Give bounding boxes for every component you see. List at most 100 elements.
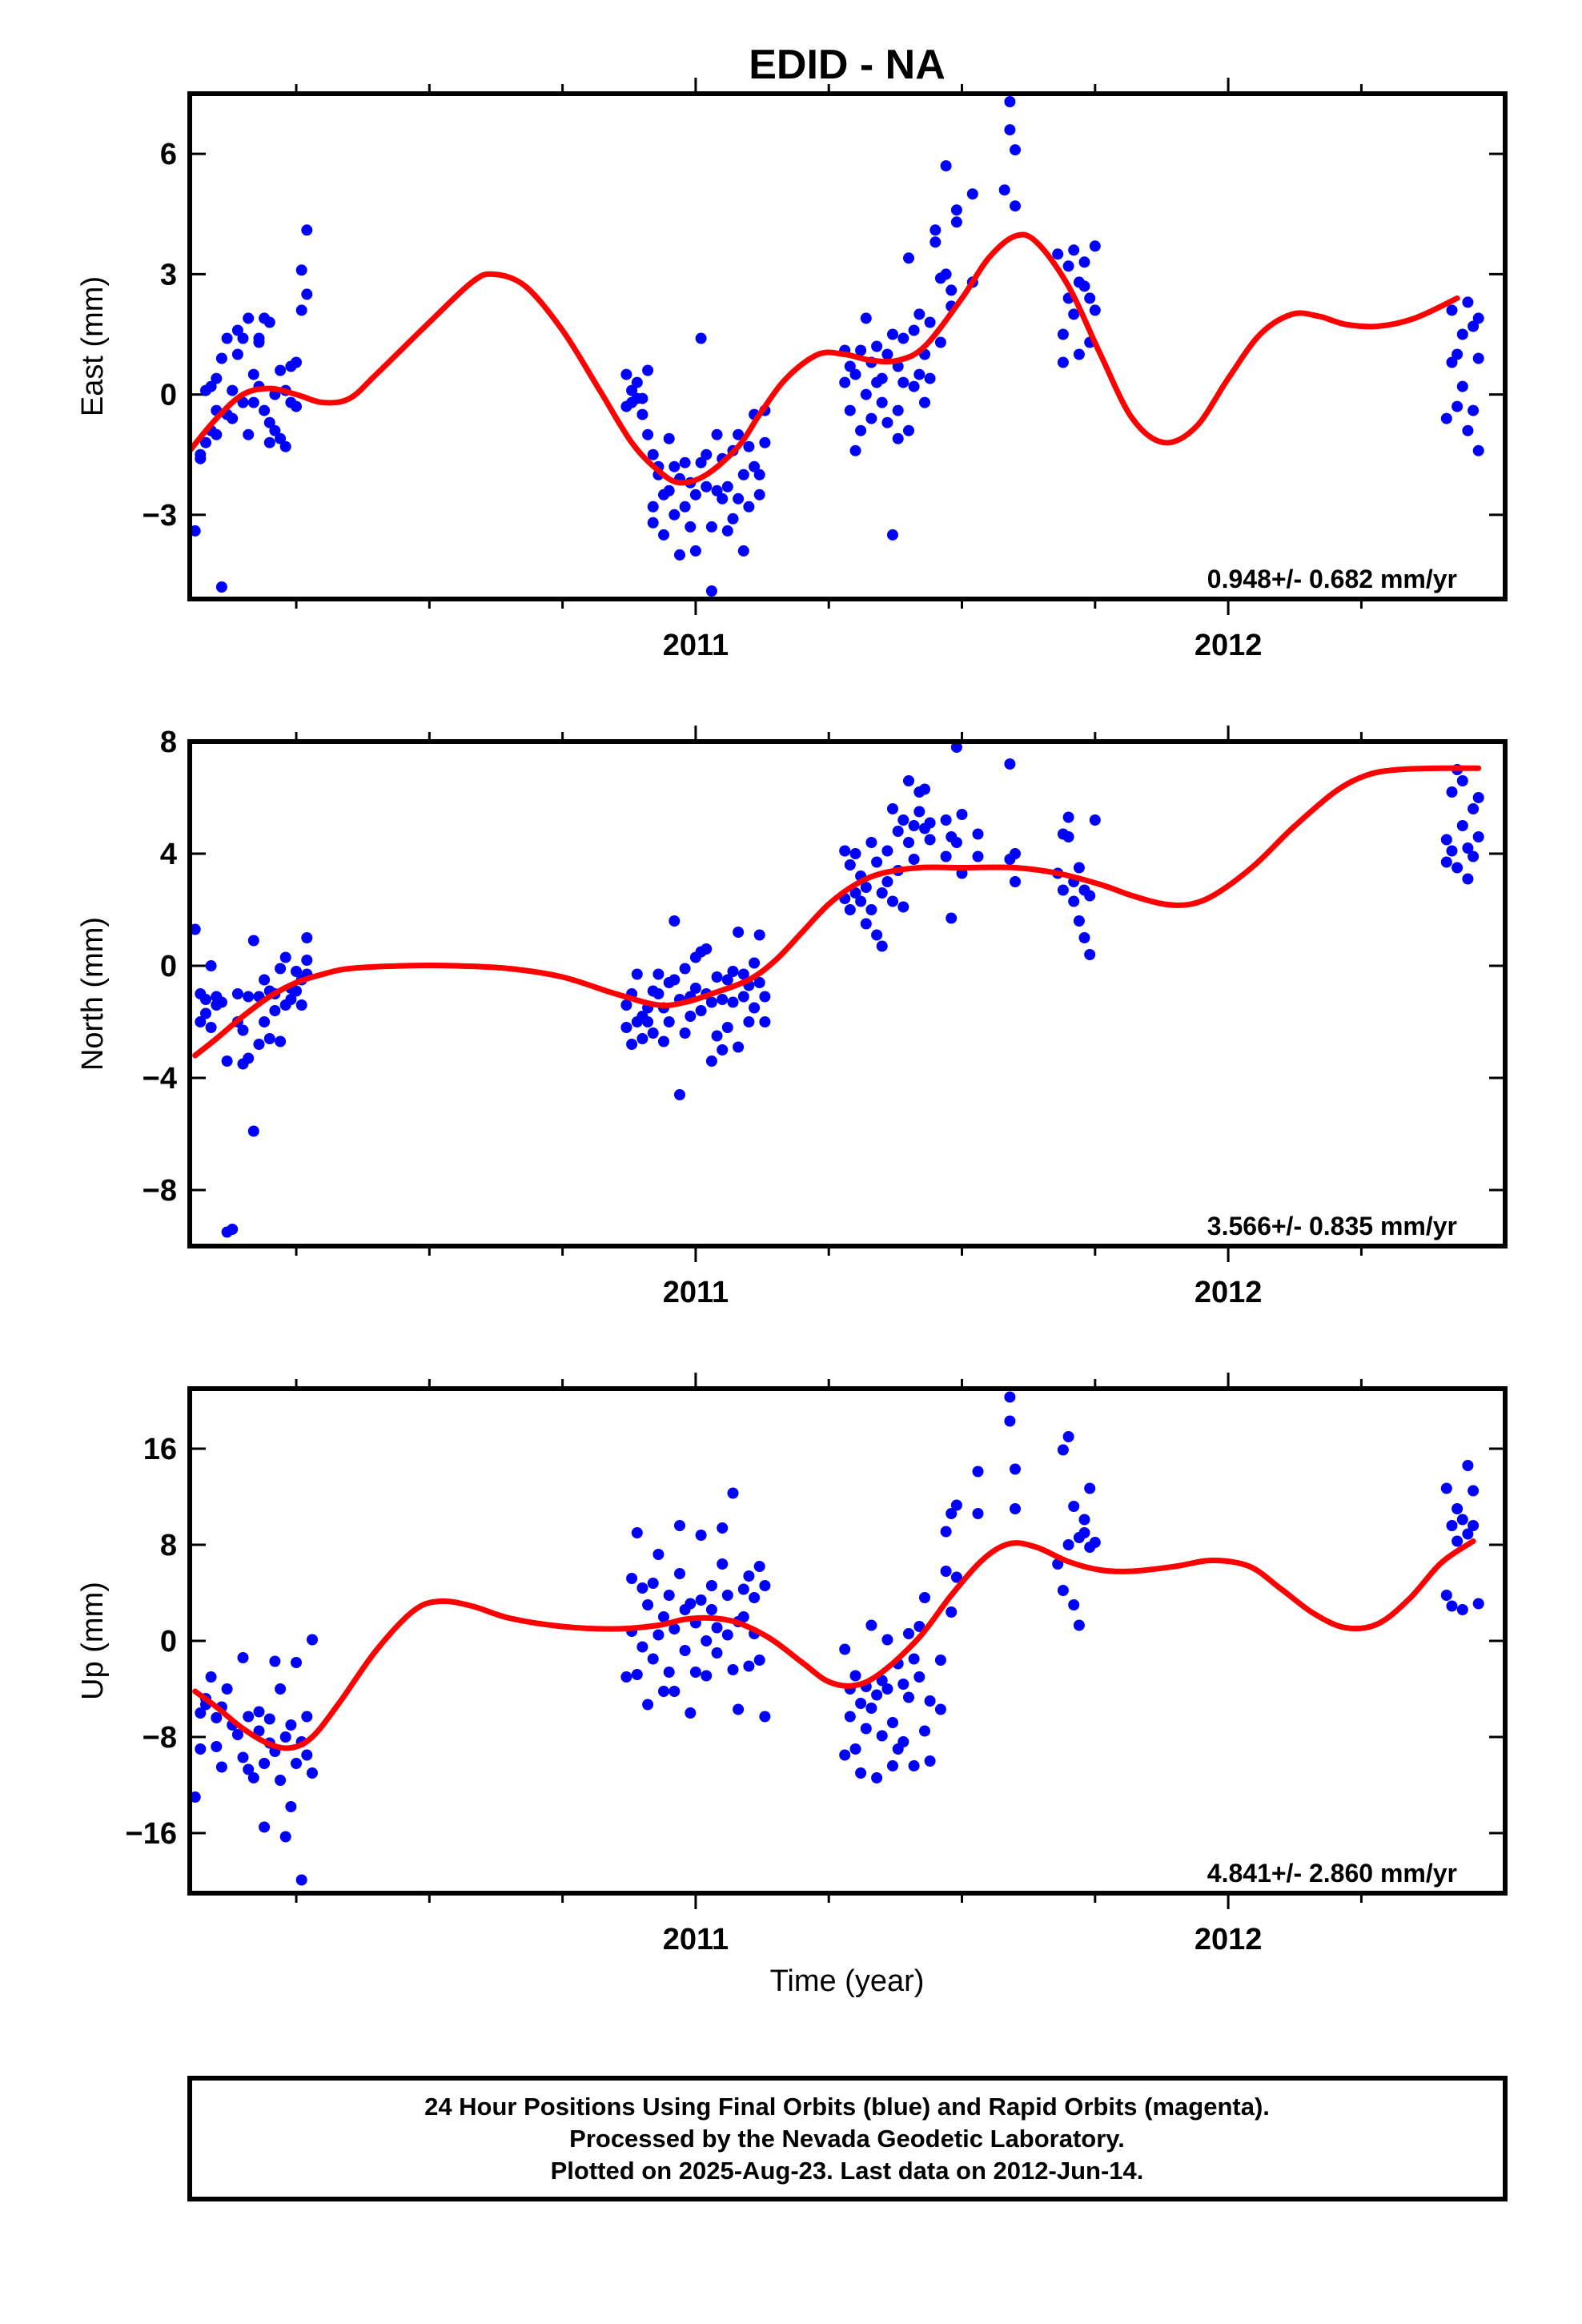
data-point xyxy=(647,501,659,513)
data-point xyxy=(1078,932,1090,943)
data-point xyxy=(669,915,681,927)
data-point xyxy=(689,545,701,557)
data-point xyxy=(701,943,713,955)
data-point xyxy=(733,1041,745,1053)
data-point xyxy=(705,1580,717,1591)
data-point xyxy=(205,1022,217,1033)
data-point xyxy=(253,1039,265,1050)
data-point xyxy=(727,966,739,977)
data-point xyxy=(1078,256,1090,268)
data-point xyxy=(749,1592,761,1603)
data-point xyxy=(897,901,909,913)
data-point xyxy=(892,432,904,444)
data-point xyxy=(705,585,717,597)
data-point xyxy=(1472,1598,1484,1610)
data-point xyxy=(307,1634,318,1646)
data-point xyxy=(652,968,665,980)
data-point xyxy=(626,1039,638,1050)
plot-frame xyxy=(187,91,1508,601)
data-point xyxy=(620,999,632,1011)
data-point xyxy=(205,380,217,392)
data-point xyxy=(269,424,281,436)
data-point xyxy=(759,436,771,448)
data-point xyxy=(1462,424,1474,436)
data-point xyxy=(1462,1528,1474,1540)
data-point xyxy=(647,448,659,460)
data-point xyxy=(636,392,648,404)
data-point xyxy=(908,324,920,336)
data-point xyxy=(1456,328,1468,340)
data-point xyxy=(674,549,685,561)
data-point xyxy=(887,1717,898,1728)
data-point xyxy=(259,1821,271,1833)
data-point xyxy=(263,1033,275,1044)
data-point xyxy=(881,1683,893,1695)
data-point xyxy=(727,1487,739,1499)
y-tick-label: 0 xyxy=(160,379,177,412)
data-point xyxy=(1073,915,1085,927)
data-point xyxy=(695,1530,707,1541)
data-point xyxy=(275,1775,287,1786)
x-tick-label: 2011 xyxy=(663,629,729,662)
data-point xyxy=(972,1508,984,1519)
data-point xyxy=(950,204,962,216)
data-point xyxy=(291,356,302,368)
data-point xyxy=(701,1635,713,1647)
data-point xyxy=(871,856,883,868)
data-point xyxy=(237,1751,249,1763)
data-point xyxy=(844,904,856,915)
data-point xyxy=(291,1758,302,1769)
data-point xyxy=(972,828,984,840)
data-point xyxy=(701,480,713,493)
data-point xyxy=(190,1791,201,1803)
data-point xyxy=(631,376,643,388)
data-point xyxy=(940,1566,952,1577)
data-point xyxy=(733,1703,745,1715)
data-point xyxy=(247,1125,259,1137)
data-point xyxy=(903,424,914,436)
data-point xyxy=(307,1767,318,1779)
data-point xyxy=(1468,803,1480,814)
data-point xyxy=(279,440,291,452)
data-point xyxy=(721,974,733,986)
data-point xyxy=(919,396,930,408)
velocity-rate-label: 4.841+/- 2.860 mm/yr xyxy=(1207,1859,1457,1888)
data-point xyxy=(679,501,691,513)
data-point xyxy=(279,1831,291,1843)
data-point xyxy=(658,1035,669,1047)
data-point xyxy=(753,929,765,941)
data-point xyxy=(743,501,755,513)
data-point xyxy=(195,1707,207,1719)
data-point xyxy=(711,971,723,983)
data-point xyxy=(1004,96,1016,107)
data-point xyxy=(636,1641,648,1653)
data-point xyxy=(733,428,745,440)
data-point xyxy=(892,826,904,837)
data-point xyxy=(876,1675,888,1687)
data-point xyxy=(865,904,877,915)
data-point xyxy=(844,1711,856,1723)
data-point xyxy=(269,1005,281,1016)
data-point xyxy=(1004,1391,1016,1403)
x-tick-label: 2012 xyxy=(1195,1923,1263,1956)
data-point xyxy=(908,854,920,865)
data-point xyxy=(243,1763,255,1775)
data-point xyxy=(626,384,638,396)
data-point xyxy=(860,388,872,400)
data-point xyxy=(647,1027,659,1039)
data-point xyxy=(663,1667,675,1678)
data-point xyxy=(1468,1485,1480,1497)
data-point xyxy=(721,1022,733,1033)
data-point xyxy=(652,1549,665,1560)
data-point xyxy=(647,1653,659,1665)
data-point xyxy=(855,424,867,436)
data-point xyxy=(642,1699,654,1711)
data-point xyxy=(1468,320,1480,332)
data-point xyxy=(259,974,271,986)
data-point xyxy=(881,348,893,360)
figure-title: EDID - NA xyxy=(749,42,946,88)
data-point xyxy=(259,1016,271,1027)
data-point xyxy=(205,1671,217,1683)
data-point xyxy=(701,1670,713,1682)
plot-frame xyxy=(187,1386,1508,1896)
